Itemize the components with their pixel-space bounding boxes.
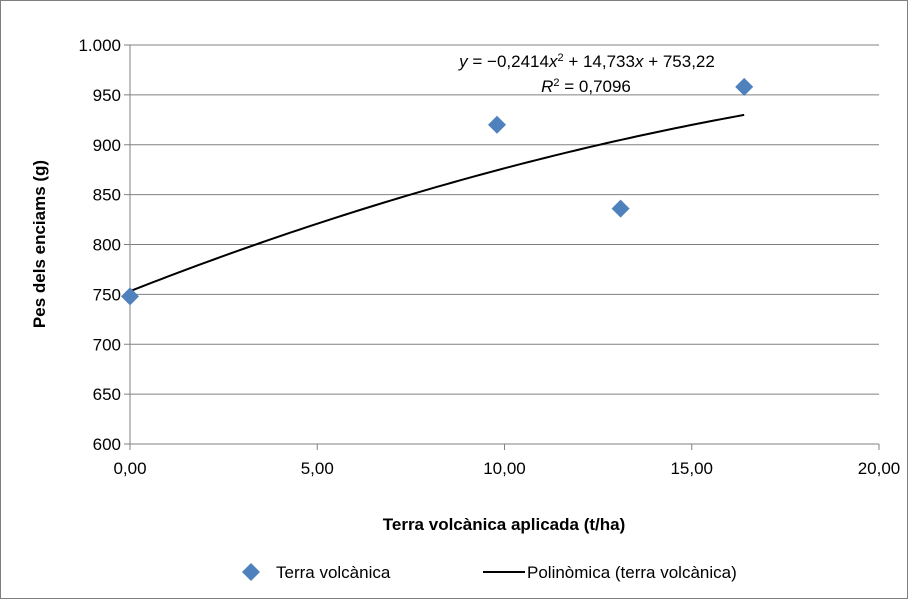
data-point-diamond — [488, 115, 507, 134]
x-axis-title: Terra volcànica aplicada (t/ha) — [383, 515, 626, 534]
legend-label-series: Terra volcànica — [276, 563, 391, 582]
x-tick-label: 10,00 — [483, 459, 526, 478]
eq-x1: x — [548, 52, 558, 71]
y-axis-title: Pes dels enciams (g) — [30, 160, 49, 328]
grid-lines — [130, 44, 879, 395]
x-tick-label: 20,00 — [858, 459, 901, 478]
r-squared: R2 = 0,7096 — [541, 77, 631, 96]
data-points — [121, 77, 754, 306]
r-sup: 2 — [553, 77, 559, 89]
r-value: = 0,7096 — [560, 77, 631, 96]
eq-sup2: 2 — [557, 52, 563, 64]
legend: Terra volcànica Polinòmica (terra volcàn… — [242, 563, 737, 582]
eq-x2: x — [634, 52, 644, 71]
data-point-diamond — [735, 77, 754, 96]
legend-diamond-marker — [242, 563, 260, 581]
x-tick-label: 5,00 — [301, 459, 334, 478]
y-tick-label: 900 — [93, 136, 121, 155]
y-tick-label: 650 — [93, 385, 121, 404]
data-point-diamond — [121, 287, 139, 306]
y-tick-label: 950 — [93, 86, 121, 105]
y-tick-label: 750 — [93, 285, 121, 304]
eq-b: + 14,733 — [564, 52, 635, 71]
r-label: R — [541, 77, 553, 96]
x-tick-label: 15,00 — [670, 459, 713, 478]
data-point-diamond — [611, 199, 630, 218]
eq-c: + 753,22 — [643, 52, 714, 71]
y-tick-label: 800 — [93, 236, 121, 255]
legend-label-trendline: Polinòmica (terra volcànica) — [527, 563, 737, 582]
x-tick-label: 0,00 — [113, 459, 146, 478]
y-tick-label: 850 — [93, 186, 121, 205]
eq-a: = −0,2414 — [468, 52, 549, 71]
trendline-group — [129, 113, 745, 293]
y-tick-label: 700 — [93, 335, 121, 354]
trendline-curve — [129, 113, 745, 293]
tick-labels: 600 650 700 750 800 850 900 950 1.000 0,00 5,00 10,… — [78, 36, 900, 478]
eq-y: y — [458, 52, 469, 71]
y-tick-label: 1.000 — [78, 36, 121, 55]
y-tick-label: 600 — [93, 435, 121, 454]
trendline-equation: y = −0,2414x2 + 14,733x + 753,22 — [458, 52, 715, 71]
